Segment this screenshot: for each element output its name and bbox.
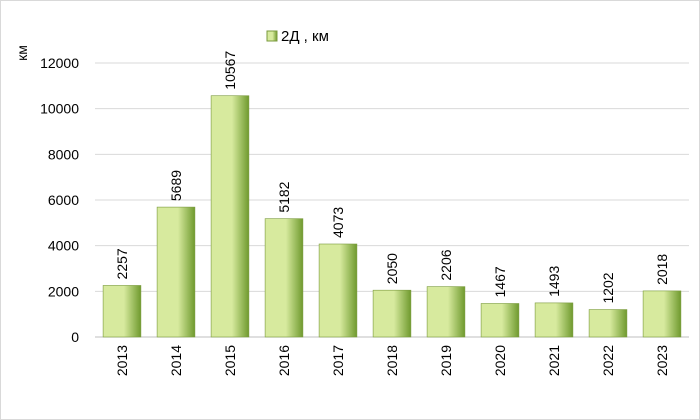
bar-2016 [264,218,304,338]
data-label-2013: 2257 [114,248,130,279]
data-labels: 2257 5689 10567 5182 4073 2050 2206 1467 1493 120… [114,51,670,304]
y-tick-label: 0 [71,329,79,345]
x-tick-label-2015: 2015 [222,345,238,376]
legend-swatch [266,30,278,42]
bar-2018 [372,289,412,338]
bar-2023 [642,290,682,338]
bar-2014 [156,206,196,338]
x-tick-label-2013: 2013 [114,345,130,376]
x-axis-ticks: 2013 2014 2015 2016 2017 2018 2019 2020 2021 2022… [114,345,670,376]
data-label-2021: 1493 [546,266,562,297]
x-tick-label-2018: 2018 [384,345,400,376]
legend-label: 2Д , км [281,28,329,45]
bars [102,95,682,338]
y-tick-label: 8000 [48,146,79,162]
data-label-2017: 4073 [330,207,346,238]
data-label-2019: 2206 [438,249,454,280]
x-tick-label-2014: 2014 [168,345,184,376]
x-tick-label-2021: 2021 [546,345,562,376]
bar-2022 [588,309,628,338]
x-tick-label-2019: 2019 [438,345,454,376]
data-label-2014: 5689 [168,170,184,201]
legend: 2Д , км [266,28,329,45]
bar-2020 [480,303,520,338]
bar-2021 [534,302,574,338]
x-tick-label-2016: 2016 [276,345,292,376]
data-label-2015: 10567 [222,51,238,90]
data-label-2020: 1467 [492,266,508,297]
y-tick-label: 2000 [48,283,79,299]
y-axis-label: км [14,45,30,61]
x-tick-label-2017: 2017 [330,345,346,376]
bar-2019 [426,286,466,338]
data-label-2023: 2018 [654,254,670,285]
x-tick-label-2023: 2023 [654,345,670,376]
y-tick-label: 4000 [48,238,79,254]
y-tick-label: 10000 [40,101,79,117]
y-tick-label: 6000 [48,192,79,208]
x-tick-label-2022: 2022 [600,345,616,376]
data-label-2018: 2050 [384,253,400,284]
y-axis-ticks: 0 2000 4000 6000 8000 10000 12000 [40,55,79,345]
x-tick-label-2020: 2020 [492,345,508,376]
bar-2015 [210,95,250,338]
bar-2017 [318,243,358,338]
y-tick-label: 12000 [40,55,79,71]
data-label-2022: 1202 [600,272,616,303]
data-label-2016: 5182 [276,181,292,212]
bar-2013 [102,285,142,338]
